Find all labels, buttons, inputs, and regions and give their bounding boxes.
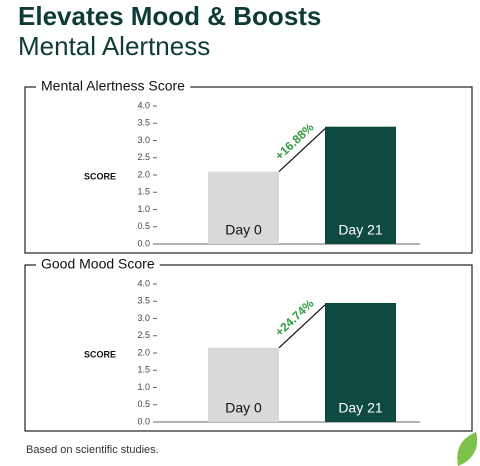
y-axis-label: SCORE [84,171,116,181]
panel-title-bg [36,257,160,273]
y-tick-label: 1.0 [137,382,150,392]
panel-title: Mental Alertness Score [41,78,185,94]
y-tick-label: 2.0 [137,347,150,357]
bar [208,347,279,422]
y-tick-label: 1.5 [137,187,150,197]
panel-title: Good Mood Score [41,256,155,272]
change-line [278,304,326,349]
leaf-icon [457,432,478,466]
title-line: Mental Alertness [18,31,210,61]
panel-border [24,86,473,254]
y-tick-label: 1.0 [137,204,150,214]
bar-category-label: Day 0 [225,222,262,238]
y-tick-label: 3.0 [137,313,150,323]
bar [208,171,279,244]
y-tick-label: 0.0 [137,416,150,426]
y-tick-label: 0.5 [137,221,150,231]
y-tick-label: 4.0 [137,278,150,288]
y-tick-label: 2.5 [137,330,150,340]
y-tick-label: 0.5 [137,399,150,409]
y-tick-label: 2.5 [137,152,150,162]
y-tick-label: 1.5 [137,365,150,375]
bar [325,126,396,244]
bar-category-label: Day 0 [225,400,262,416]
y-tick-label: 4.0 [137,100,150,110]
bar [325,302,396,422]
panel-border [24,264,473,432]
bar-category-label: Day 21 [338,400,383,416]
y-tick-label: 2.0 [137,169,150,179]
title-line: Elevates Mood & Boosts [18,1,321,31]
y-tick-label: 0.0 [137,238,150,248]
footnote: Based on scientific studies. [26,444,159,456]
bar-category-label: Day 21 [338,222,383,238]
y-tick-label: 3.0 [137,135,150,145]
y-axis-label: SCORE [84,349,116,359]
y-tick-label: 3.5 [137,296,150,306]
change-line [278,128,326,172]
panel-title-bg [36,79,191,95]
y-tick-label: 3.5 [137,118,150,128]
